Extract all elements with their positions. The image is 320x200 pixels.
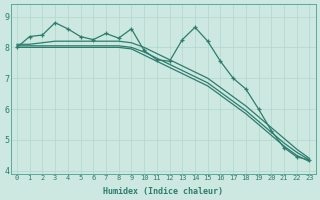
X-axis label: Humidex (Indice chaleur): Humidex (Indice chaleur) <box>103 187 223 196</box>
